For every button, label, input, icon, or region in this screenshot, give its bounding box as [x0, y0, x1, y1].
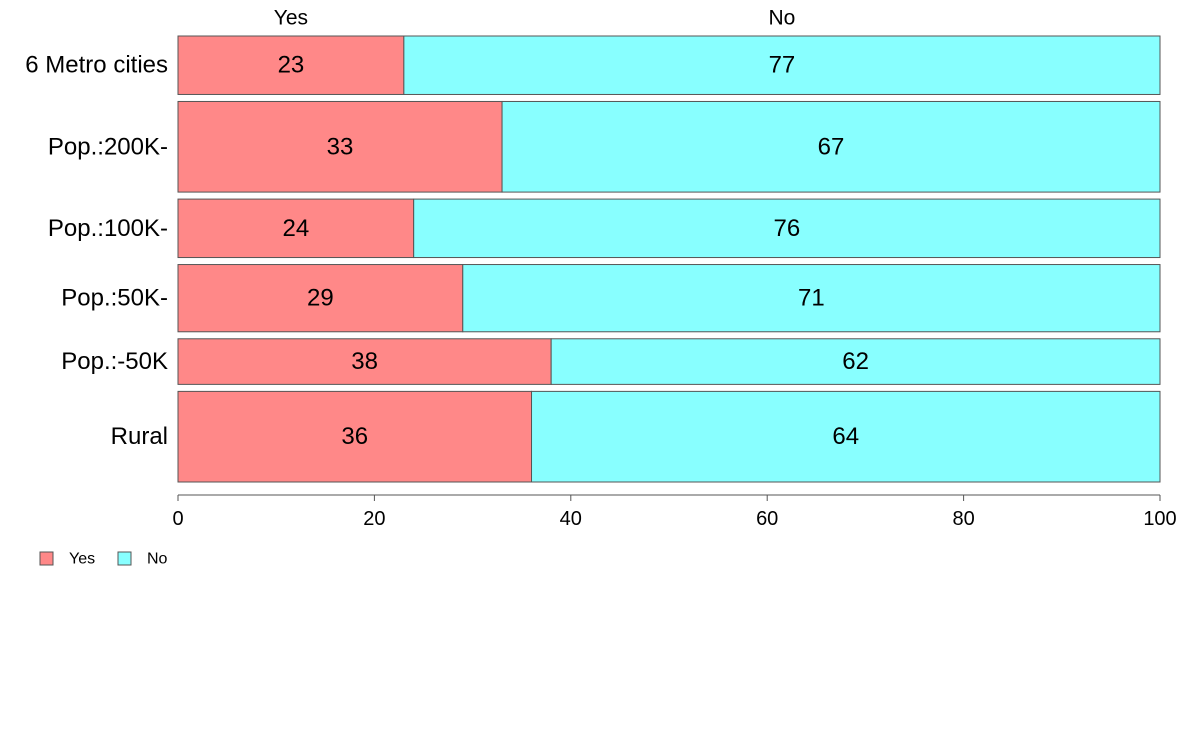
category-label: Pop.:200K-	[48, 133, 168, 160]
bar-yes-4	[177, 338, 552, 385]
bar-value-label: 77	[769, 52, 796, 79]
bar-yes-3	[177, 264, 464, 333]
category-label: Pop.:50K-	[61, 285, 168, 312]
x-tick-label: 40	[560, 508, 582, 530]
x-tick-label: 60	[756, 508, 778, 530]
bar-no-2	[413, 198, 1161, 259]
x-axis: 0 20 40 60 80 100	[172, 494, 1177, 530]
category-label: Pop.:-50K	[61, 348, 168, 375]
bar-yes-0	[177, 35, 405, 95]
category-label: Rural	[111, 423, 168, 450]
top-header-labels: Yes No	[274, 7, 796, 30]
legend-swatch-yes	[39, 551, 54, 566]
bar-yes-1	[177, 100, 503, 193]
bar-value-label: 33	[327, 133, 354, 160]
bar-segments	[177, 35, 1161, 483]
bar-value-label: 76	[773, 215, 800, 242]
bar-value-label: 24	[282, 215, 309, 242]
bar-value-label: 23	[278, 52, 305, 79]
category-label: 6 Metro cities	[25, 52, 168, 79]
bar-no-1	[501, 100, 1161, 193]
bar-no-0	[403, 35, 1161, 95]
bar-value-label: 29	[307, 285, 334, 312]
legend-label-yes: Yes	[69, 551, 95, 568]
top-label-no: No	[769, 7, 796, 30]
bar-value-label: 38	[351, 348, 378, 375]
x-tick-label: 0	[172, 508, 183, 530]
bar-yes-2	[177, 198, 415, 259]
x-tick-label: 100	[1143, 508, 1176, 530]
bar-value-labels: 23 77 33 67 24 76 29 71 38 62 36 64	[278, 52, 869, 450]
bar-value-label: 64	[832, 423, 859, 450]
bar-no-4	[550, 338, 1161, 385]
bar-value-label: 36	[341, 423, 368, 450]
bar-value-label: 71	[798, 285, 825, 312]
bar-value-label: 67	[818, 133, 845, 160]
bar-no-5	[531, 390, 1161, 483]
legend-label-no: No	[147, 551, 168, 568]
x-tick-label: 80	[952, 508, 974, 530]
x-tick-label: 20	[363, 508, 385, 530]
top-label-yes: Yes	[274, 7, 308, 30]
bar-no-3	[462, 264, 1161, 333]
category-labels: 6 Metro cities Pop.:200K- Pop.:100K- Pop.:5…	[25, 52, 168, 450]
category-label: Pop.:100K-	[48, 215, 168, 242]
legend: Yes No	[39, 551, 168, 568]
legend-swatch-no	[117, 551, 132, 566]
bar-value-label: 62	[842, 348, 869, 375]
